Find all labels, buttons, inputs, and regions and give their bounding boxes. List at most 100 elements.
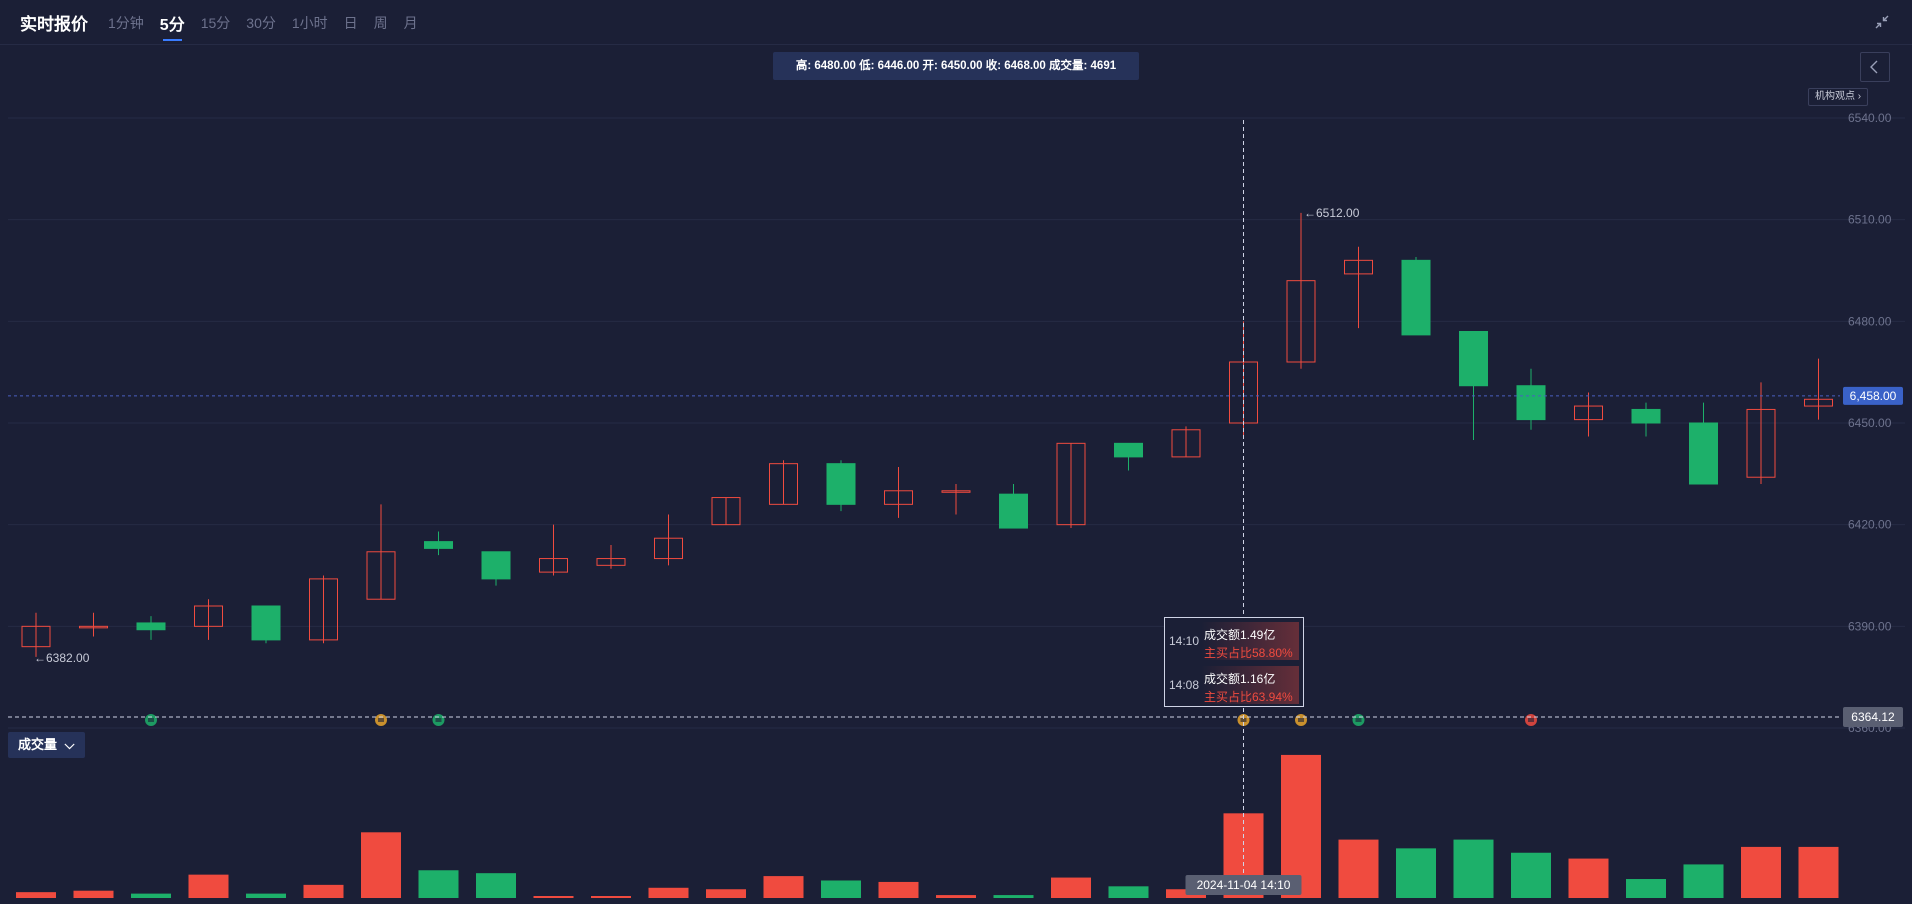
chevron-down-icon: ⌵ xyxy=(64,737,75,752)
tooltip-row: 14:08 成交额1.16亿 主买占比63.94% xyxy=(1165,664,1303,704)
candle-body xyxy=(1056,442,1086,526)
candle-body xyxy=(424,541,453,549)
candle-body xyxy=(596,558,626,566)
event-markers xyxy=(145,714,1537,726)
chevron-right-icon: › xyxy=(1857,91,1862,102)
tooltip-amount: 成交额1.16亿 xyxy=(1204,672,1276,686)
y-tick-label: 6480.00 xyxy=(1848,314,1892,328)
candle-body xyxy=(136,622,166,631)
candle-body xyxy=(251,605,281,641)
y-tick-label: 6420.00 xyxy=(1848,518,1892,532)
candle-body xyxy=(1574,405,1603,421)
candle-body xyxy=(769,463,798,505)
institution-view-label: 机构观点 xyxy=(1815,91,1855,102)
crosshair-time-box xyxy=(1185,875,1302,895)
volume-bar xyxy=(246,893,286,898)
marker-glyph xyxy=(1298,718,1304,722)
volume-bar xyxy=(821,880,861,898)
candle-body xyxy=(1459,331,1488,387)
price-grid xyxy=(8,117,1905,729)
candle-body xyxy=(1171,429,1201,458)
candle-body xyxy=(999,493,1028,529)
candle-body xyxy=(884,490,913,505)
side-panel-toggle[interactable] xyxy=(1860,52,1890,82)
candle-body xyxy=(1631,408,1661,424)
tab-1min[interactable]: 1分钟 xyxy=(108,15,144,31)
chevron-left-icon xyxy=(1870,60,1878,74)
volume-bar xyxy=(878,881,919,898)
volume-bar xyxy=(706,889,746,898)
tab-1hour[interactable]: 1小时 xyxy=(291,15,328,31)
crosshair-time-label: 2024-11-04 14:10 xyxy=(1197,878,1291,892)
current-price-label: 6,458.00 xyxy=(1850,389,1897,403)
tab-5min[interactable]: 5分 xyxy=(160,11,185,41)
candle-body xyxy=(654,537,683,560)
candle-body xyxy=(1344,259,1373,275)
candle-body xyxy=(1689,422,1718,485)
price-axis: 6540.00 6510.00 6480.00 6450.00 6420.00 6390.… xyxy=(1848,111,1892,735)
y-tick-label: 6540.00 xyxy=(1848,111,1892,125)
volume-bar xyxy=(763,876,804,898)
candle-body xyxy=(539,558,568,573)
volume-bar xyxy=(361,832,401,898)
volume-bar xyxy=(936,895,976,898)
collapse-icon[interactable] xyxy=(1874,14,1890,30)
volume-bar xyxy=(1683,864,1724,898)
candle-body xyxy=(941,490,971,493)
y-tick-label: 6510.00 xyxy=(1848,213,1892,227)
volume-bar xyxy=(188,874,229,898)
timeframe-tabs: 1分钟 5分 15分 30分 1小时 日 周 月 xyxy=(108,11,434,41)
candle-body xyxy=(309,578,338,641)
volume-bar xyxy=(591,896,631,898)
volume-bar xyxy=(16,892,56,898)
volume-bar xyxy=(418,870,459,898)
tooltip-ratio: 主买占比63.94% xyxy=(1204,690,1293,704)
volume-bar xyxy=(73,890,114,898)
candle-body xyxy=(481,551,511,580)
volume-bar xyxy=(993,895,1034,898)
volume-label: 成交量 xyxy=(18,737,58,752)
candle-body xyxy=(1114,442,1143,458)
candle-body xyxy=(194,605,223,627)
volume-bar xyxy=(303,884,344,898)
volume-indicator-toggle[interactable]: 成交量 ⌵ xyxy=(8,732,85,758)
marker-glyph xyxy=(378,718,384,722)
marker-glyph xyxy=(435,718,442,722)
candle-body xyxy=(366,551,396,600)
volume-bar xyxy=(1741,846,1781,898)
y-tick-label: 6390.00 xyxy=(1848,619,1892,633)
min-price-label: ←6382.00 xyxy=(34,651,90,665)
candles xyxy=(21,212,1833,657)
candle-body xyxy=(21,625,51,648)
candle-body xyxy=(1401,259,1431,336)
volume-bar xyxy=(1281,754,1321,898)
volume-bar xyxy=(1453,839,1494,898)
volume-bar xyxy=(1798,846,1839,898)
tab-day[interactable]: 日 xyxy=(343,15,358,31)
marker-glyph xyxy=(148,718,154,722)
candle-body xyxy=(1746,408,1776,478)
volume-bar xyxy=(131,893,171,898)
institution-view-button[interactable]: 机构观点 › xyxy=(1808,88,1869,106)
current-price-marker xyxy=(1843,386,1903,405)
volume-bar xyxy=(1108,886,1149,898)
marker-glyph xyxy=(1355,718,1362,722)
candle-body xyxy=(79,625,108,629)
tab-month[interactable]: 月 xyxy=(403,15,418,31)
tab-30min[interactable]: 30分 xyxy=(246,15,276,31)
y-tick-label: 6450.00 xyxy=(1848,416,1892,430)
volume-bar xyxy=(1051,877,1091,898)
chart-overlay: ←6512.00 ←6382.00 6,458.00 6364.12 2024-11-0… xyxy=(8,120,1903,896)
trade-flow-tooltip: 14:10 成交额1.49亿 主买占比58.80% 14:08 成交额1.16亿… xyxy=(1164,617,1304,707)
tab-week[interactable]: 周 xyxy=(373,15,388,31)
candle-body xyxy=(826,463,856,505)
tooltip-ratio: 主买占比58.80% xyxy=(1204,646,1293,660)
volume-bar xyxy=(648,887,689,898)
tab-15min[interactable]: 15分 xyxy=(200,15,231,31)
volume-bar xyxy=(533,896,574,898)
candle-body xyxy=(1516,385,1546,421)
ohlc-summary: 高: 6480.00 低: 6446.00 开: 6450.00 收: 6468… xyxy=(773,52,1139,80)
crosshair-price-box xyxy=(1843,707,1903,727)
header-bar: 实时报价 1分钟 5分 15分 30分 1小时 日 周 月 xyxy=(0,0,1912,45)
